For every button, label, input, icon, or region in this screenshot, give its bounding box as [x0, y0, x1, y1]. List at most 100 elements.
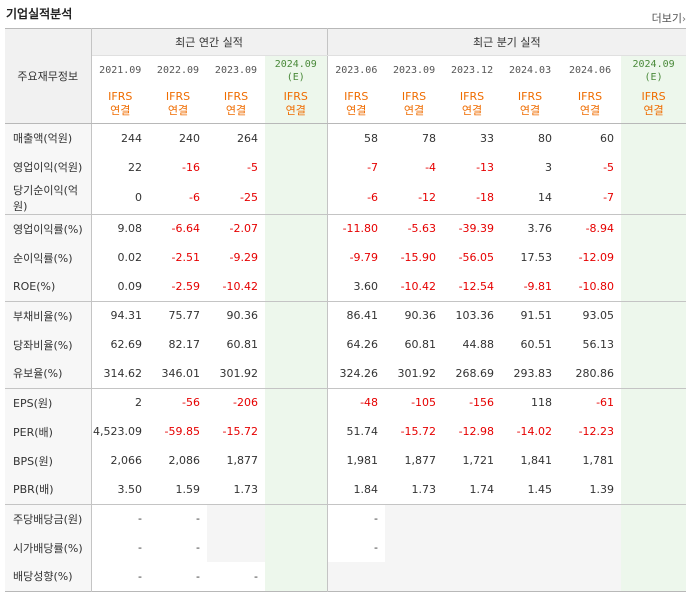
table-cell: - [196, 569, 200, 583]
table-row: 영업이익(억원) 22 -16 -5 -7 -4 -13 3 -5 [5, 152, 687, 182]
table-cell: 240 [179, 131, 200, 145]
table-row: 배당성향(%) - - - [5, 562, 687, 591]
accounting-type-header: IFRS 연결 [559, 85, 622, 124]
table-cell: -9.81 [523, 279, 553, 293]
table-cell: -105 [385, 387, 444, 417]
row-label: 시가배당률(%) [5, 533, 92, 562]
table-cell: 33 [480, 131, 495, 145]
consolidation-type: 연결 [285, 104, 306, 118]
table-cell: -9.29 [229, 251, 258, 264]
period-header: 2022.09 [149, 55, 207, 86]
table-cell: 1,721 [462, 454, 495, 467]
accounting-standard: IFRS [283, 90, 308, 104]
table-cell: 60.81 [404, 338, 437, 351]
table-cell: 1.73 [233, 482, 259, 496]
table-cell: 60.51 [520, 338, 553, 351]
table-row: 당좌비율(%) 62.69 82.17 60.81 64.26 60.81 44.88 60.… [5, 330, 687, 359]
table-cell: 103.36 [443, 300, 502, 330]
row-label: 부채비율(%) [5, 300, 92, 330]
row-label: 당기순이익(억원) [5, 181, 92, 214]
accounting-type-header: IFRS 연결 [327, 85, 386, 124]
table-cell: 0.02 [117, 251, 143, 264]
table-row: 유보율(%) 314.62 346.01 301.92 324.26 301.92 268.… [5, 359, 687, 388]
table-cell: -59.85 [164, 425, 200, 438]
table-cell: 1,877 [404, 454, 437, 467]
more-link[interactable]: 더보기› [652, 10, 686, 26]
period-header: 2024.09 (E) [265, 55, 328, 86]
table-cell: -18 [476, 191, 495, 204]
table-cell: - [254, 569, 258, 583]
table-cell: 301.92 [397, 366, 437, 380]
table-cell [265, 272, 328, 301]
table-cell: 1.39 [589, 482, 615, 496]
table-cell [265, 330, 328, 359]
table-cell: 1.73 [411, 482, 437, 496]
table-cell [621, 152, 687, 182]
table-cell [265, 213, 328, 243]
table-cell: - [327, 503, 386, 533]
table-cell: 3.76 [501, 213, 560, 243]
table-cell [265, 503, 328, 533]
table-cell: -7 [603, 191, 615, 204]
table-cell: 268.69 [455, 366, 495, 380]
table-cell: 346.01 [161, 366, 201, 380]
more-link-label: 더보기 [651, 12, 682, 25]
period-header: 2023.09 [207, 55, 265, 86]
annual-group-header: 최근 연간 실적 [91, 28, 328, 56]
table-cell [621, 213, 687, 243]
table-cell: -15.72 [400, 425, 437, 438]
table-cell: - [149, 503, 207, 533]
table-cell: -2.51 [171, 251, 200, 264]
table-row: PBR(배) 3.50 1.59 1.73 1.84 1.73 1.74 1.45 1.39 [5, 475, 687, 504]
table-cell [443, 503, 502, 533]
table-cell: 60.81 [226, 338, 259, 351]
table-cell: 324.26 [339, 366, 379, 380]
table-row: PER(배) 4,523.09 -59.85 -15.72 51.74 -15.72 -12… [5, 417, 687, 446]
table-cell [443, 533, 502, 562]
accounting-standard: IFRS [108, 90, 133, 104]
consolidation-type: 연결 [461, 104, 483, 118]
accounting-standard: IFRS [165, 90, 191, 104]
table-cell [265, 387, 328, 417]
table-cell: 9.08 [91, 213, 149, 243]
table-cell [501, 533, 560, 562]
accounting-standard: IFRS [517, 90, 543, 104]
table-cell [621, 417, 687, 446]
table-cell [559, 533, 622, 562]
period-date: 2024.06 [568, 65, 612, 77]
table-cell: -61 [559, 387, 622, 417]
period-header: 2023.09 [385, 55, 444, 86]
row-label: 주당배당금(원) [5, 503, 92, 533]
table-cell [265, 152, 328, 182]
header-row-types: IFRS 연결 IFRS 연결 IFRS 연결 IFRS 연결 IFRS 연결 IFRS 연결 IFRS… [5, 85, 687, 124]
accounting-type-header: IFRS 연결 [91, 85, 149, 124]
accounting-standard: IFRS [641, 90, 666, 104]
period-header: 2021.09 [91, 55, 149, 86]
period-header: 2024.03 [501, 55, 560, 86]
table-cell: -14.02 [516, 425, 553, 438]
table-row: 매출액(억원) 244 240 264 58 78 33 80 60 [5, 123, 687, 153]
table-cell: 264 [237, 131, 258, 145]
table-cell [443, 562, 502, 591]
table-cell: 14 [538, 191, 553, 204]
table-cell: 62.69 [110, 338, 143, 351]
table-cell: -10.42 [400, 279, 437, 293]
row-label: 유보율(%) [5, 359, 92, 388]
table-cell [265, 533, 328, 562]
table-cell [621, 123, 687, 153]
table-cell [621, 387, 687, 417]
table-cell: -156 [443, 387, 502, 417]
chevron-right-icon: › [682, 14, 686, 25]
accounting-type-header: IFRS 연결 [443, 85, 502, 124]
table-row: 순이익률(%) 0.02 -2.51 -9.29 -9.79 -15.90 -56.05 17… [5, 243, 687, 272]
header-row-periods: 2021.09 2022.09 2023.09 2024.09 (E) 2023.06 20… [5, 55, 687, 86]
consolidation-type: 연결 [167, 104, 189, 118]
table-cell: 94.31 [91, 300, 149, 330]
table-cell [621, 533, 687, 562]
table-row: 당기순이익(억원) 0 -6 -25 -6 -12 -18 14 -7 [5, 181, 687, 214]
consolidation-type: 연결 [403, 104, 425, 118]
period-date: 2024.09 [632, 58, 675, 70]
table-cell: -39.39 [443, 213, 502, 243]
accounting-type-header: IFRS 연결 [501, 85, 560, 124]
table-cell [265, 562, 328, 591]
